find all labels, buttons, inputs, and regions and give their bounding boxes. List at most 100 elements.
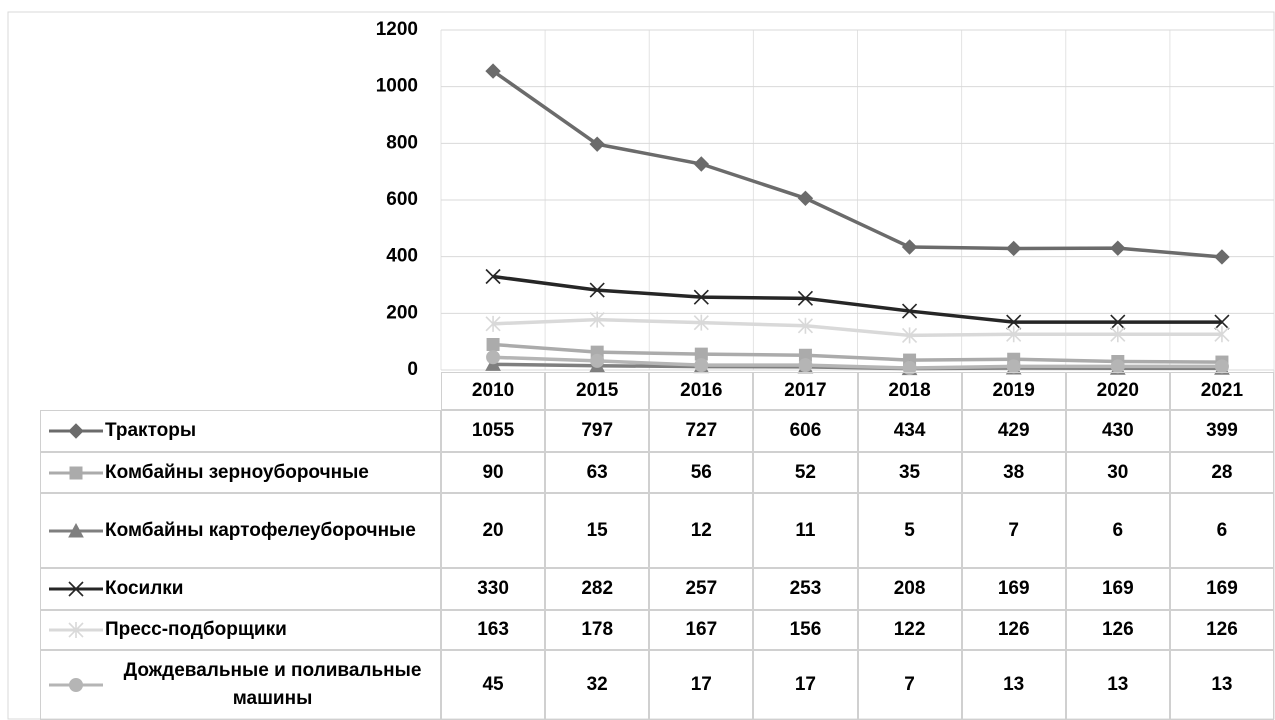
table-value: 399 — [1169, 410, 1274, 452]
y-tick-label: 1200 — [376, 19, 418, 40]
label: 6 — [1112, 519, 1124, 541]
marker — [68, 622, 84, 638]
label: 126 — [1206, 619, 1238, 640]
label: 2015 — [576, 380, 619, 401]
table-value: 434 — [857, 410, 962, 452]
table-value: 11 — [753, 493, 858, 568]
label: 169 — [1206, 578, 1238, 599]
label: 13 — [1003, 674, 1025, 695]
table-value: 163 — [441, 610, 546, 650]
marker — [486, 350, 501, 365]
legend-key — [49, 581, 103, 597]
marker — [589, 136, 605, 152]
label: 126 — [1101, 619, 1134, 640]
y-tick-label: 800 — [386, 132, 418, 153]
legend-key — [49, 466, 103, 479]
table-value: 208 — [857, 568, 962, 610]
table-value: 126 — [1065, 610, 1170, 650]
label: 56 — [690, 461, 712, 483]
series-line — [492, 69, 1223, 259]
label: 2019 — [992, 380, 1035, 401]
y-tick-label: 200 — [386, 302, 418, 323]
marker — [485, 268, 501, 285]
table-value: 13 — [1169, 650, 1274, 720]
table-value: 28 — [1169, 452, 1274, 493]
label: 20 — [482, 519, 504, 541]
label: 429 — [997, 420, 1030, 441]
table-value: 282 — [545, 568, 650, 610]
table-value: 167 — [649, 610, 754, 650]
marker — [798, 358, 813, 373]
table-value: 429 — [961, 410, 1066, 452]
table-value: 17 — [649, 650, 754, 720]
table-value: 17 — [753, 650, 858, 720]
table-value: 5 — [857, 493, 962, 568]
marker — [1005, 240, 1022, 257]
legend-entry: Косилки — [40, 568, 441, 610]
marker — [1006, 314, 1022, 330]
series-line — [492, 342, 1222, 364]
table-value: 727 — [649, 410, 754, 452]
marker — [68, 423, 84, 439]
label: 2010 — [471, 380, 515, 401]
marker — [486, 338, 500, 351]
label: 6 — [1216, 519, 1228, 541]
legend-key — [49, 423, 103, 439]
y-tick-label: 0 — [407, 359, 418, 380]
marker — [485, 63, 501, 79]
label: 2018 — [888, 380, 931, 401]
marker — [797, 190, 814, 207]
label: 330 — [477, 578, 509, 599]
label: 90 — [482, 461, 504, 483]
table-value: 15 — [545, 493, 650, 568]
label: 52 — [794, 461, 816, 483]
label: 178 — [581, 619, 614, 640]
label: 156 — [789, 619, 822, 640]
x-tick-label: 2021 — [1169, 372, 1274, 410]
marker — [901, 239, 918, 255]
table-value: 7 — [857, 650, 962, 720]
table-value: 45 — [441, 650, 546, 720]
label: 126 — [997, 619, 1030, 640]
table-value: 169 — [961, 568, 1066, 610]
label: 7 — [904, 674, 915, 695]
label: 430 — [1101, 420, 1134, 441]
label: 45 — [482, 674, 504, 695]
marker — [589, 282, 605, 298]
legend-label: Комбайны зерноуборочные — [105, 461, 369, 483]
x-tick-label: 2016 — [649, 372, 754, 410]
x-tick-label: 2017 — [753, 372, 858, 410]
label: 208 — [893, 578, 926, 599]
marker — [693, 314, 709, 331]
table-value: 6 — [1065, 493, 1170, 568]
marker — [797, 317, 814, 334]
label: 38 — [1003, 461, 1025, 483]
label: 32 — [586, 674, 608, 695]
table-value: 13 — [1065, 650, 1170, 720]
table-value: 32 — [545, 650, 650, 720]
label: 13 — [1107, 674, 1129, 695]
label: 12 — [690, 519, 712, 541]
table-value: 30 — [1065, 452, 1170, 493]
y-tick-label: 400 — [386, 246, 418, 267]
label: 282 — [581, 578, 614, 599]
series-line — [492, 317, 1222, 338]
table-value: 178 — [545, 610, 650, 650]
x-tick-label: 2010 — [441, 372, 546, 410]
label: 5 — [904, 519, 915, 541]
table-value: 6 — [1169, 493, 1274, 568]
legend-entry: Дождевальные и поливальные машины — [40, 650, 441, 720]
x-tick-label: 2020 — [1065, 372, 1170, 410]
label: 797 — [581, 420, 614, 441]
marker — [589, 311, 605, 328]
table-value: 126 — [1169, 610, 1274, 650]
marker — [693, 289, 709, 305]
y-tick-label: 1000 — [376, 76, 418, 97]
marker — [68, 522, 84, 537]
label: 727 — [685, 420, 718, 441]
marker — [1214, 314, 1230, 330]
label: 257 — [685, 578, 718, 599]
table-value: 20 — [441, 493, 546, 568]
table-value: 797 — [545, 410, 650, 452]
marker — [1006, 359, 1021, 374]
